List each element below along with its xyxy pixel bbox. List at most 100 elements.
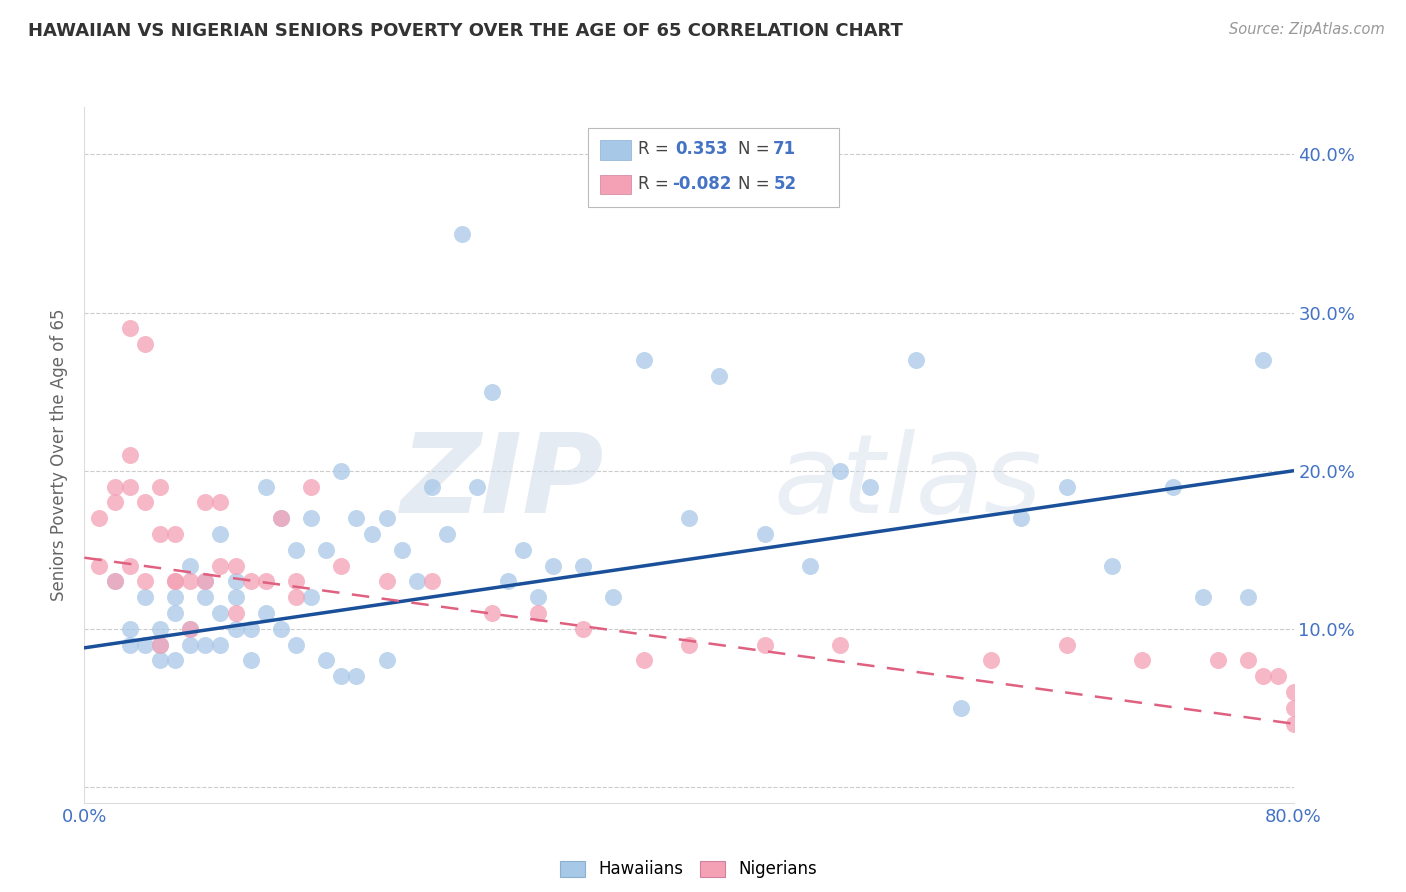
Point: [467, 479, 489, 493]
Text: 0.353: 0.353: [675, 140, 727, 158]
Point: [165, 591, 187, 605]
Point: [1192, 591, 1215, 605]
Point: [134, 574, 156, 589]
Point: [436, 527, 458, 541]
Text: 71: 71: [773, 140, 796, 158]
Point: [633, 653, 655, 667]
Point: [1253, 669, 1275, 683]
Point: [194, 638, 217, 652]
Point: [299, 591, 322, 605]
Point: [149, 653, 172, 667]
Point: [451, 227, 474, 241]
Text: R =: R =: [638, 175, 675, 193]
Point: [118, 622, 141, 636]
Point: [330, 464, 353, 478]
Point: [118, 321, 141, 335]
Point: [239, 622, 262, 636]
Point: [391, 542, 413, 557]
Point: [904, 353, 927, 368]
Point: [149, 638, 172, 652]
Point: [118, 638, 141, 652]
Point: [165, 606, 187, 620]
Point: [375, 511, 398, 525]
Point: [89, 558, 111, 573]
Point: [1206, 653, 1229, 667]
Point: [1237, 653, 1260, 667]
Point: [165, 574, 187, 589]
Point: [375, 574, 398, 589]
Point: [239, 574, 262, 589]
Text: Source: ZipAtlas.com: Source: ZipAtlas.com: [1229, 22, 1385, 37]
Y-axis label: Seniors Poverty Over the Age of 65: Seniors Poverty Over the Age of 65: [51, 309, 69, 601]
Point: [104, 495, 127, 509]
Point: [209, 558, 232, 573]
Point: [346, 511, 368, 525]
Text: atlas: atlas: [773, 429, 1042, 536]
Text: ZIP: ZIP: [401, 429, 605, 536]
Legend: Hawaiians, Nigerians: Hawaiians, Nigerians: [554, 854, 824, 885]
Point: [830, 464, 852, 478]
Point: [481, 606, 503, 620]
Point: [104, 574, 127, 589]
Point: [1161, 479, 1184, 493]
Point: [678, 511, 700, 525]
Point: [118, 448, 141, 462]
Point: [134, 591, 156, 605]
Point: [104, 479, 127, 493]
Point: [270, 511, 292, 525]
Point: [420, 574, 443, 589]
Point: [375, 653, 398, 667]
Point: [527, 591, 550, 605]
Point: [406, 574, 429, 589]
Text: HAWAIIAN VS NIGERIAN SENIORS POVERTY OVER THE AGE OF 65 CORRELATION CHART: HAWAIIAN VS NIGERIAN SENIORS POVERTY OVE…: [28, 22, 903, 40]
Point: [270, 622, 292, 636]
Point: [225, 606, 247, 620]
Point: [254, 479, 277, 493]
Point: [134, 495, 156, 509]
Text: N =: N =: [738, 140, 775, 158]
Point: [179, 574, 201, 589]
Point: [754, 638, 776, 652]
Point: [149, 479, 172, 493]
Point: [1056, 638, 1078, 652]
Point: [209, 495, 232, 509]
Point: [541, 558, 564, 573]
Point: [330, 558, 353, 573]
Point: [165, 574, 187, 589]
Point: [315, 653, 337, 667]
Point: [149, 622, 172, 636]
Text: N =: N =: [738, 175, 775, 193]
Point: [1056, 479, 1078, 493]
Point: [89, 511, 111, 525]
Point: [572, 622, 595, 636]
Point: [165, 653, 187, 667]
Point: [1282, 701, 1305, 715]
Point: [799, 558, 821, 573]
Point: [496, 574, 519, 589]
Point: [209, 527, 232, 541]
Point: [360, 527, 382, 541]
Point: [527, 606, 550, 620]
Point: [572, 558, 595, 573]
Point: [179, 638, 201, 652]
Point: [859, 479, 882, 493]
Point: [330, 669, 353, 683]
Point: [1253, 353, 1275, 368]
Point: [134, 337, 156, 351]
Point: [194, 495, 217, 509]
Point: [512, 542, 534, 557]
Point: [239, 653, 262, 667]
Point: [104, 574, 127, 589]
Point: [118, 479, 141, 493]
Point: [830, 638, 852, 652]
Point: [481, 384, 503, 399]
Point: [194, 591, 217, 605]
Text: 52: 52: [773, 175, 796, 193]
Point: [1130, 653, 1153, 667]
Point: [270, 511, 292, 525]
Point: [633, 353, 655, 368]
Point: [1237, 591, 1260, 605]
Point: [165, 527, 187, 541]
Text: -0.082: -0.082: [672, 175, 731, 193]
Point: [179, 558, 201, 573]
